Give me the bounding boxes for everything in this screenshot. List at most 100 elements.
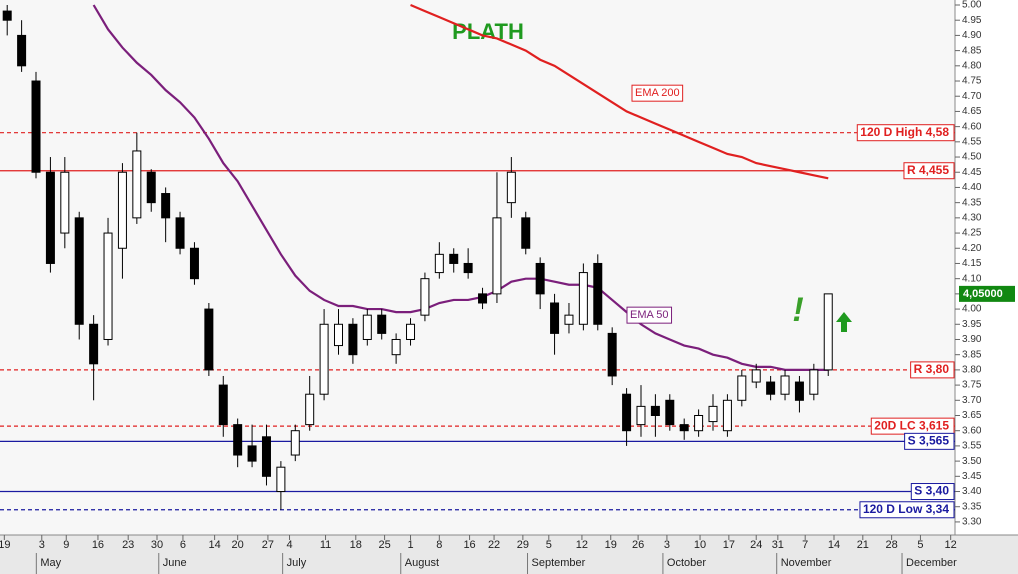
level-label: S 3,565 — [908, 434, 950, 448]
ema-line — [92, 4, 829, 371]
y-tick-label: 4.90 — [962, 30, 982, 41]
level-label: 120 D High 4,58 — [860, 125, 949, 139]
month-label: June — [163, 557, 187, 569]
y-tick-label: 4.75 — [962, 76, 982, 87]
x-tick-label: 19 — [605, 539, 617, 551]
x-tick-label: 16 — [92, 539, 104, 551]
x-tick-label: 27 — [262, 539, 274, 551]
level-label: R 4,455 — [907, 163, 949, 177]
y-tick-label: 5.00 — [962, 0, 982, 11]
candle-body — [233, 424, 243, 456]
series-label-box — [631, 84, 684, 102]
up-arrow — [836, 312, 852, 332]
x-axis-area — [0, 535, 1018, 574]
candle-body — [204, 308, 214, 371]
candle-body — [218, 384, 228, 426]
candle-body — [45, 171, 55, 264]
x-tick-label: 5 — [546, 539, 552, 551]
candle-body — [2, 10, 12, 21]
candle-body — [564, 314, 574, 325]
candle-body — [319, 323, 329, 395]
series-label: EMA 50 — [630, 309, 669, 321]
candle-body — [550, 302, 560, 334]
annotation: ! — [792, 291, 803, 329]
x-tick-label: 6 — [180, 539, 186, 551]
candle-body — [809, 369, 819, 395]
x-tick-label: 1 — [407, 539, 413, 551]
y-tick-label: 4.65 — [962, 106, 982, 117]
candle-body — [74, 217, 84, 325]
level-label-box — [859, 501, 955, 519]
y-tick-label: 4.55 — [962, 136, 982, 147]
y-tick-label: 3.65 — [962, 410, 982, 421]
y-tick-label: 4.80 — [962, 60, 982, 71]
y-tick-label: 3.30 — [962, 517, 982, 528]
y-tick-label: 3.40 — [962, 486, 982, 497]
x-tick-label: 4 — [286, 539, 292, 551]
candle-body — [449, 253, 459, 264]
x-tick-label: 12 — [945, 539, 957, 551]
candle-body — [31, 80, 41, 173]
x-tick-label: 10 — [694, 539, 706, 551]
candle-body — [636, 405, 646, 426]
x-tick-label: 16 — [463, 539, 475, 551]
candle-body — [132, 150, 142, 219]
level-label-box — [910, 361, 955, 379]
candle-body — [794, 381, 804, 401]
candle-body — [578, 272, 588, 325]
x-tick-label: 25 — [378, 539, 390, 551]
level-label-box — [856, 124, 955, 142]
y-tick-label: 3.60 — [962, 425, 982, 436]
candle-body — [751, 369, 761, 383]
level-label-box — [903, 162, 955, 180]
x-tick-label: 28 — [885, 539, 897, 551]
month-label: July — [287, 557, 307, 569]
y-tick-label: 3.35 — [962, 501, 982, 512]
y-tick-label: 4.10 — [962, 273, 982, 284]
x-tick-label: 18 — [350, 539, 362, 551]
series-label-box — [626, 306, 673, 324]
y-tick-label: 4.00 — [962, 304, 982, 315]
candle-body — [722, 399, 732, 432]
x-tick-label: 3 — [39, 539, 45, 551]
month-label: May — [40, 557, 61, 569]
candle-body — [377, 314, 387, 334]
y-tick-label: 3.70 — [962, 395, 982, 406]
x-tick-label: 20 — [232, 539, 244, 551]
candle-body — [766, 381, 776, 395]
candle-body — [189, 247, 199, 280]
y-tick-label: 4.20 — [962, 243, 982, 254]
x-tick-label: 19 — [0, 539, 10, 551]
y-tick-label: 3.80 — [962, 365, 982, 376]
y-tick-label: 3.50 — [962, 456, 982, 467]
candle-body — [665, 399, 675, 426]
candle-body — [650, 405, 660, 416]
candle-body — [780, 375, 790, 395]
candle-body — [333, 323, 343, 347]
y-tick-label: 4.95 — [962, 15, 982, 26]
x-tick-label: 23 — [122, 539, 134, 551]
month-label: December — [906, 557, 957, 569]
candle-body — [593, 262, 603, 325]
x-tick-label: 8 — [436, 539, 442, 551]
x-tick-label: 31 — [772, 539, 784, 551]
level-label: 120 D Low 3,34 — [863, 502, 949, 516]
month-label: September — [532, 557, 586, 569]
last-price-label: 4,05000 — [963, 288, 1003, 300]
y-tick-label: 4.70 — [962, 91, 982, 102]
month-label: November — [781, 557, 832, 569]
x-tick-label: 14 — [208, 539, 220, 551]
candle-body — [117, 171, 127, 249]
candle-body — [175, 217, 185, 249]
candle-body — [521, 217, 531, 249]
candle-body — [535, 262, 545, 295]
ema-line — [410, 3, 829, 180]
x-tick-label: 30 — [151, 539, 163, 551]
candle-body — [708, 405, 718, 423]
y-tick-label: 4.85 — [962, 45, 982, 56]
candle-body — [60, 171, 70, 234]
candle-body — [622, 393, 632, 432]
x-tick-label: 17 — [723, 539, 735, 551]
